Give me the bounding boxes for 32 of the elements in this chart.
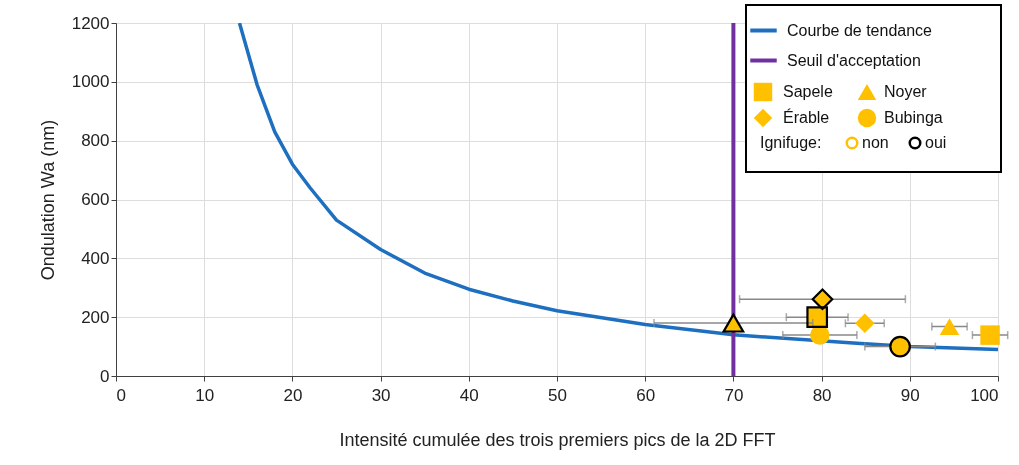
x-tick-label: 90: [900, 385, 920, 405]
point: [980, 325, 1000, 345]
legend-label: Courbe de tendance: [787, 21, 933, 39]
x-tick-label: 20: [283, 385, 303, 405]
legend-label: Bubinga: [884, 109, 943, 126]
x-tick-label: 50: [548, 385, 567, 405]
point: [855, 313, 875, 334]
legend-label: Seuil d'acceptation: [787, 51, 921, 69]
x-axis-title: Intensité cumulée des trois premiers pics de la 2D FFT: [339, 429, 776, 450]
y-tick-label: 400: [81, 248, 110, 268]
x-tick-label: 40: [459, 385, 479, 405]
y-tick-label: 1200: [71, 13, 110, 33]
point: [810, 325, 830, 345]
y-tick-label: 800: [81, 131, 110, 151]
legend-title: Ignifuge:: [760, 134, 822, 151]
annotation: non: [862, 134, 889, 151]
x-tick-label: 100: [970, 385, 999, 405]
x-tick-label: 0: [116, 385, 126, 405]
y-tick-label: 0: [100, 366, 110, 386]
legend-label: oui: [925, 134, 947, 151]
x-tick-label: 10: [195, 385, 215, 405]
legend-label: Érable: [783, 108, 830, 126]
y-tick-label: 600: [81, 190, 110, 209]
x-tick-label: 60: [636, 385, 656, 405]
x-tick-label: 80: [812, 385, 832, 405]
legend-label: Noyer: [884, 83, 928, 100]
y-axis-title: Ondulation Wa (nm): [37, 119, 58, 281]
legend-label: Sapele: [783, 83, 833, 100]
x-tick-label: 30: [371, 385, 391, 405]
y-tick-label: 200: [81, 307, 110, 327]
x-tick-label: 70: [724, 385, 744, 405]
y-tick-label: 1000: [71, 72, 110, 92]
